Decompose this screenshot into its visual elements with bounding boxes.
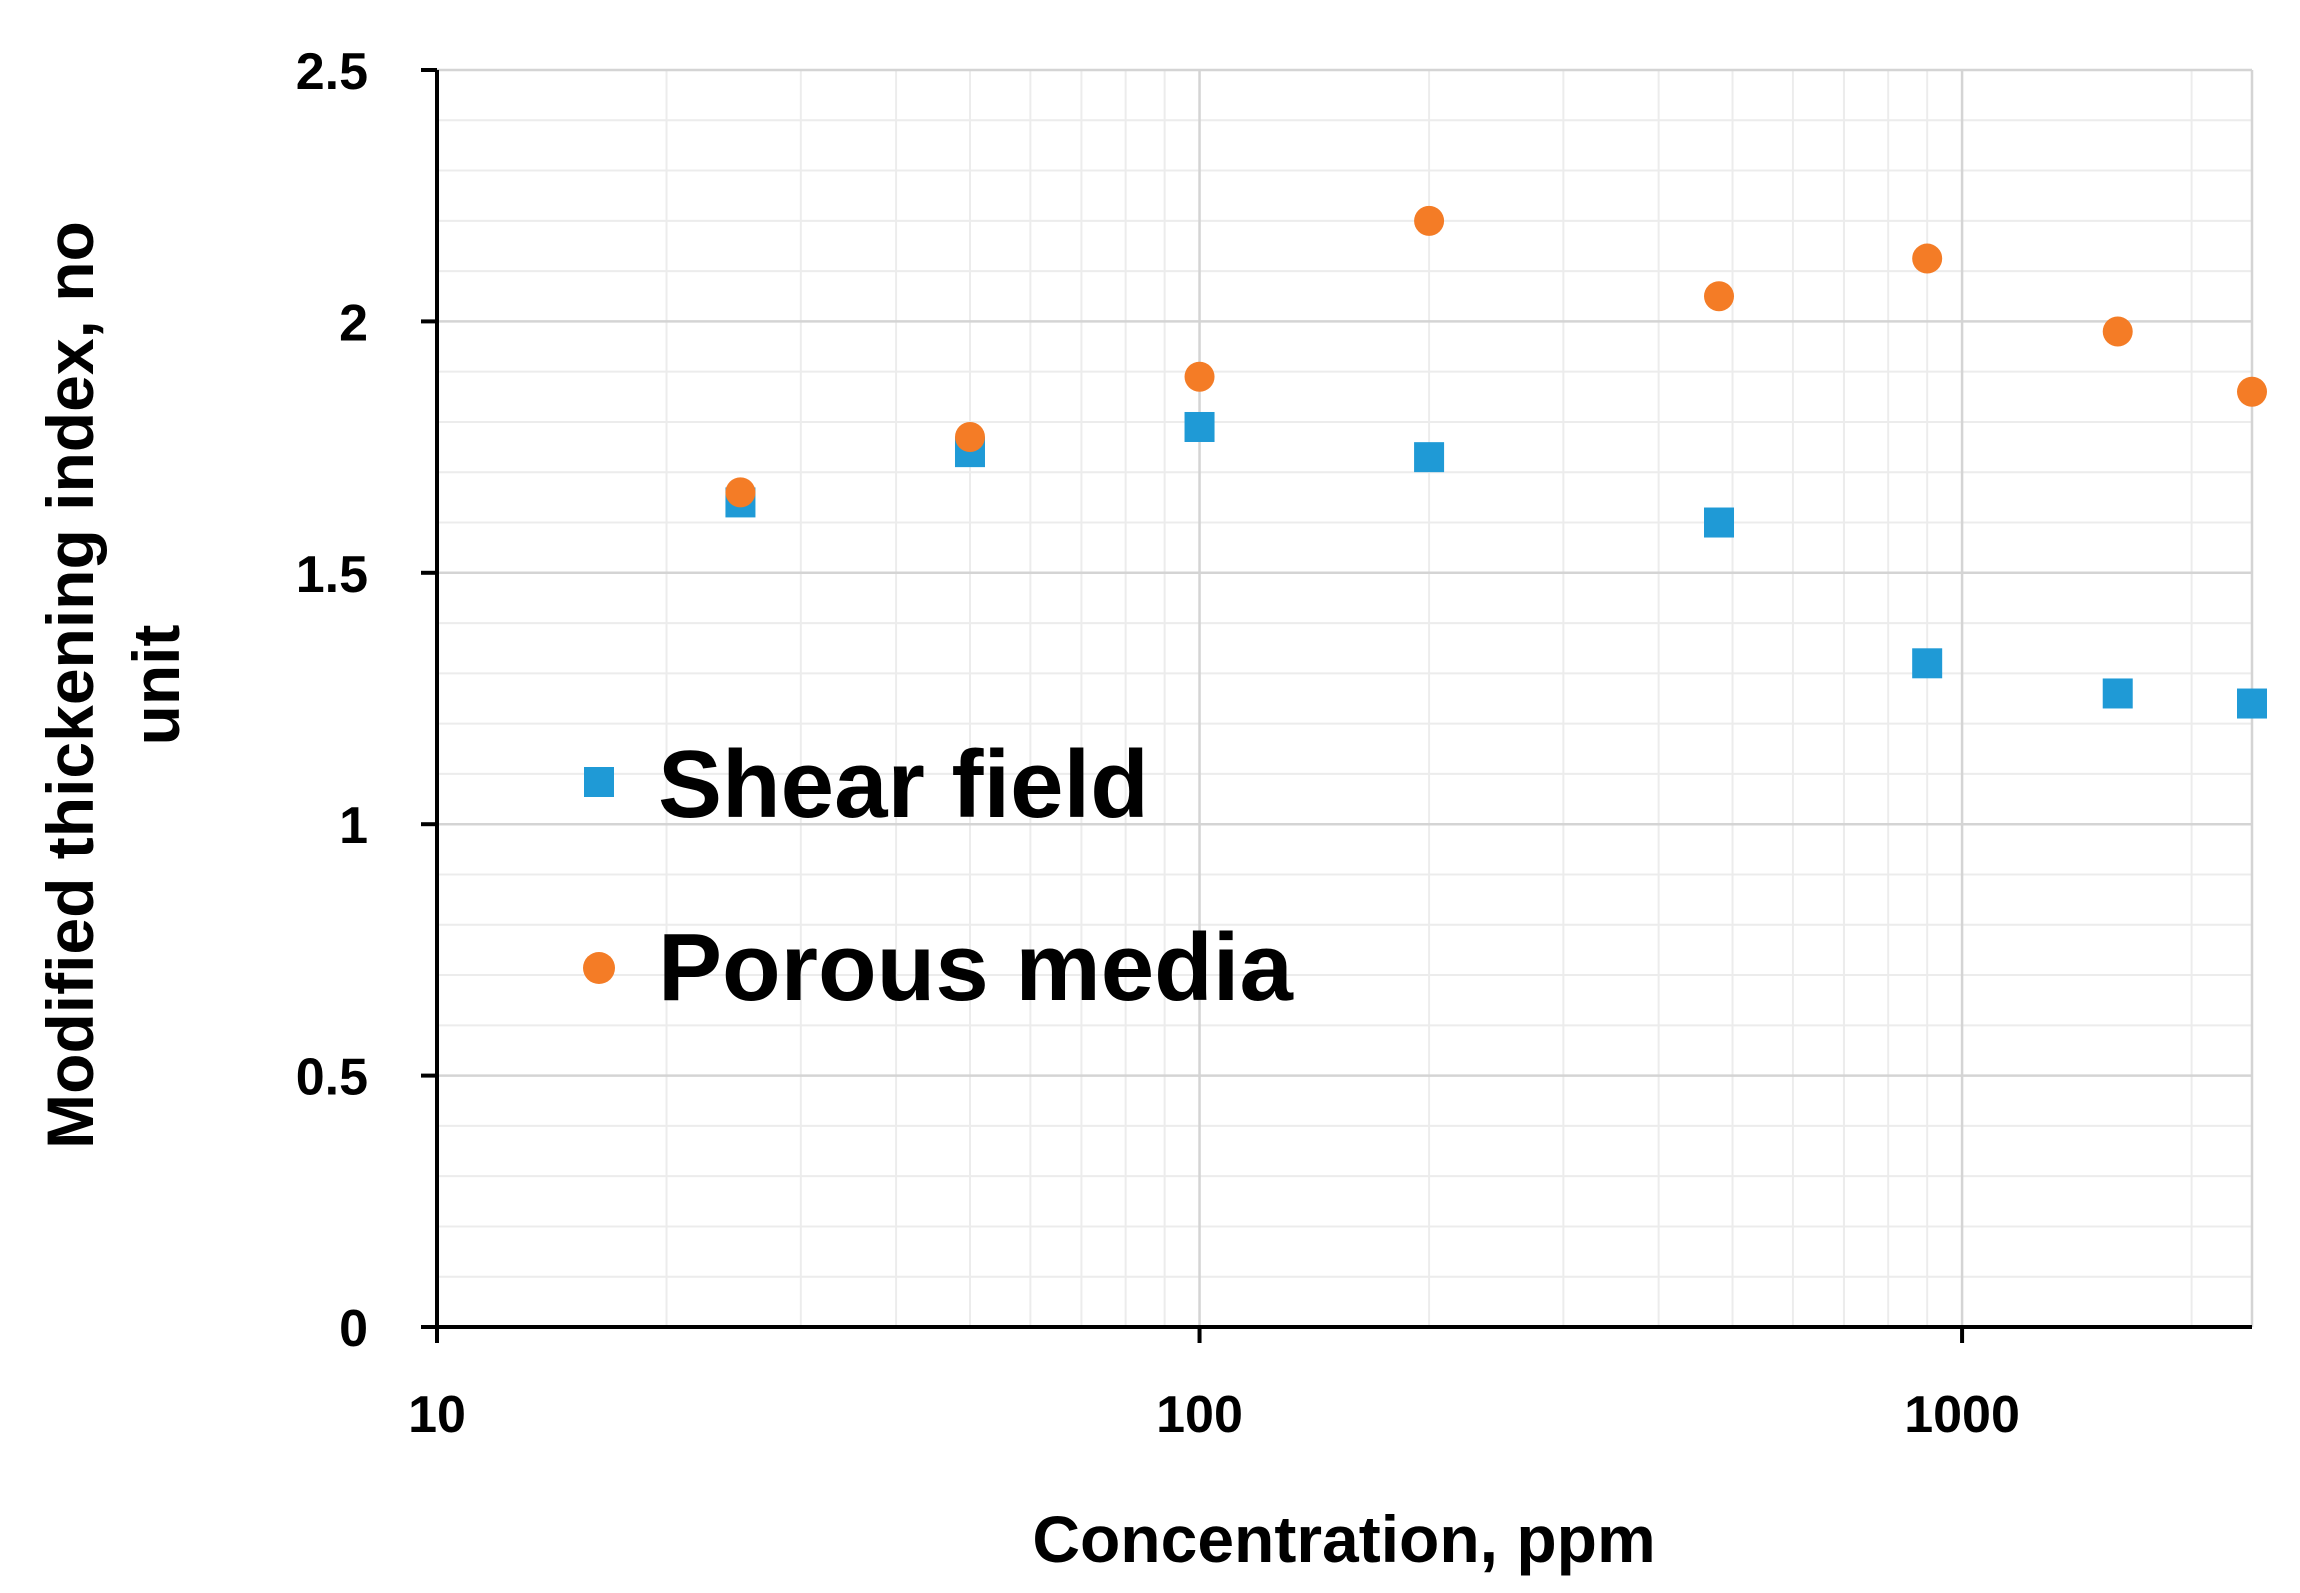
x-tick-label: 100 [1156, 1386, 1243, 1444]
data-point-porous-media [2102, 316, 2133, 347]
legend: Shear field Porous media [583, 731, 1293, 1021]
legend-marker-shear-field [584, 767, 614, 797]
y-axis-title: Modified thickening index, no unit [33, 221, 193, 1149]
legend-label-shear-field: Shear field [658, 731, 1149, 838]
legend-label-porous-media: Porous media [658, 914, 1293, 1021]
data-point-shear-field [1414, 442, 1445, 473]
y-tick-label: 1 [339, 797, 368, 855]
data-point-porous-media [1414, 205, 1445, 236]
y-tick-label: 1.5 [296, 546, 368, 604]
tick-labels: 0 0.5 1 1.5 2 2.5 10 100 1000 [296, 43, 2020, 1444]
data-points [725, 205, 2267, 719]
x-axis-title: Concentration, ppm [1032, 1502, 1655, 1576]
data-point-porous-media [954, 422, 985, 453]
y-axis-title-line2: unit [119, 625, 193, 746]
data-point-porous-media [1912, 243, 1943, 274]
data-point-porous-media [725, 477, 756, 508]
data-point-shear-field [1704, 507, 1735, 538]
data-point-shear-field [1184, 411, 1215, 442]
axes [421, 68, 2252, 1343]
data-point-shear-field [2237, 688, 2267, 719]
data-point-porous-media [1704, 281, 1735, 312]
x-tick-label: 10 [408, 1386, 466, 1444]
y-tick-label: 0 [339, 1300, 368, 1358]
grid [437, 68, 2254, 1327]
x-tick-label: 1000 [1904, 1386, 2020, 1444]
y-axis-title-line1: Modified thickening index, no [33, 221, 107, 1149]
y-tick-label: 2 [339, 294, 368, 352]
legend-marker-porous-media [583, 952, 615, 984]
y-tick-label: 2.5 [296, 43, 368, 101]
data-point-shear-field [1912, 648, 1943, 679]
data-point-shear-field [2102, 678, 2133, 709]
data-point-porous-media [2237, 376, 2267, 407]
y-tick-label: 0.5 [296, 1049, 368, 1107]
data-point-porous-media [1184, 361, 1215, 392]
